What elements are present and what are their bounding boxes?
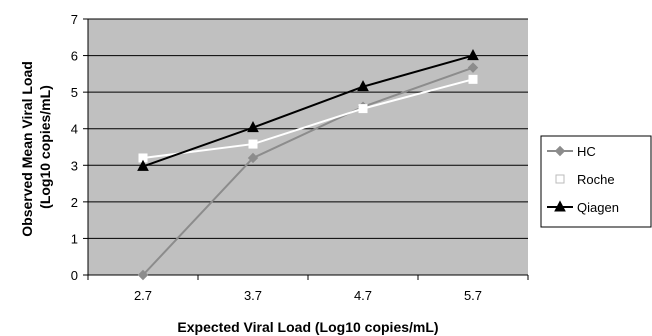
x-tick-label: 3.7 xyxy=(244,288,262,303)
plot-area xyxy=(88,19,528,275)
x-axis-title: Expected Viral Load (Log10 copies/mL) xyxy=(177,319,438,335)
data-point-roche xyxy=(248,139,258,149)
legend-item-qiagen: Qiagen xyxy=(547,200,619,215)
y-tick-label: 2 xyxy=(71,195,78,210)
data-point-qiagen xyxy=(357,80,369,92)
legend-item-roche: Roche xyxy=(547,172,615,187)
legend-swatch-marker xyxy=(554,145,566,157)
data-point-qiagen xyxy=(137,159,149,171)
legend-label-roche: Roche xyxy=(577,172,615,187)
legend-swatch-marker xyxy=(554,200,566,212)
gridlines xyxy=(88,18,528,239)
data-point-roche xyxy=(468,74,478,84)
x-tick-label: 2.7 xyxy=(134,288,152,303)
legend-label-hc: HC xyxy=(577,144,596,159)
y-tick-label: 4 xyxy=(71,122,78,137)
y-axis-title-line-2: (Log10 copies/mL) xyxy=(37,85,53,209)
legend: HC Roche Qiagen xyxy=(540,135,652,228)
y-axis-title-line-1: Observed Mean Viral Load xyxy=(19,61,35,237)
series-line-roche xyxy=(142,78,474,159)
series-line-hc xyxy=(142,66,474,276)
x-tick-label: 4.7 xyxy=(354,288,372,303)
y-tick-label: 3 xyxy=(71,158,78,173)
y-axis-ticks: 0 1 2 3 4 5 6 7 xyxy=(71,12,88,283)
x-tick-label: 5.7 xyxy=(464,288,482,303)
data-point-qiagen xyxy=(247,121,259,133)
axes xyxy=(87,19,528,276)
y-axis-title: Observed Mean Viral Load (Log10 copies/m… xyxy=(19,57,53,236)
data-point-qiagen xyxy=(467,48,479,61)
data-point-roche xyxy=(358,104,368,114)
data-point-hc xyxy=(247,152,259,164)
y-tick-label: 0 xyxy=(71,268,78,283)
legend-item-hc: HC xyxy=(547,144,596,159)
series-roche xyxy=(138,74,478,163)
y-tick-label: 1 xyxy=(71,231,78,246)
y-tick-label: 5 xyxy=(71,85,78,100)
y-tick-label: 6 xyxy=(71,49,78,64)
series-qiagen xyxy=(137,48,479,171)
series-layer xyxy=(137,48,479,281)
legend-swatch-marker xyxy=(555,174,565,184)
data-point-hc xyxy=(137,269,149,281)
x-axis-ticks: 2.7 3.7 4.7 5.7 xyxy=(87,275,529,303)
series-line-qiagen xyxy=(142,54,474,168)
data-point-hc xyxy=(467,62,479,73)
legend-label-qiagen: Qiagen xyxy=(577,200,619,215)
y-tick-label: 7 xyxy=(71,12,78,27)
